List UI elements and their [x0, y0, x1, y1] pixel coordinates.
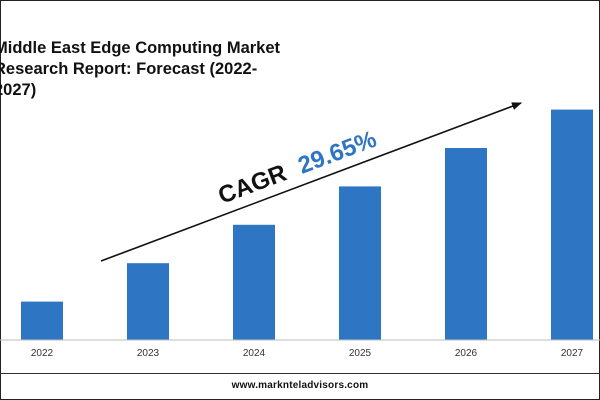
bar-2024 [233, 224, 275, 340]
x-tick-label-2025: 2025 [349, 348, 372, 359]
footer-website[interactable]: www.marknteladvisors.com [231, 380, 369, 391]
x-tick-label-2023: 2023 [137, 348, 160, 359]
chart-title: Middle East Edge Computing Market Resear… [0, 39, 281, 99]
cagr-label: CAGR [215, 159, 291, 209]
x-tick-label-2026: 2026 [455, 348, 478, 359]
cagr-arrow [100, 102, 522, 262]
x-tick-labels: 2022 2023 2024 2025 2026 2027 [31, 348, 584, 359]
footer-divider [0, 373, 600, 374]
bar-2022 [21, 301, 63, 340]
bars-layer [21, 109, 593, 340]
bar-2026 [445, 148, 487, 340]
x-tick-label-2024: 2024 [243, 348, 266, 359]
x-tick-label-2027: 2027 [561, 348, 584, 359]
bar-2023 [127, 263, 169, 340]
bar-2027 [551, 109, 593, 340]
bar-2025 [339, 186, 381, 340]
x-tick-label-2022: 2022 [31, 348, 54, 359]
